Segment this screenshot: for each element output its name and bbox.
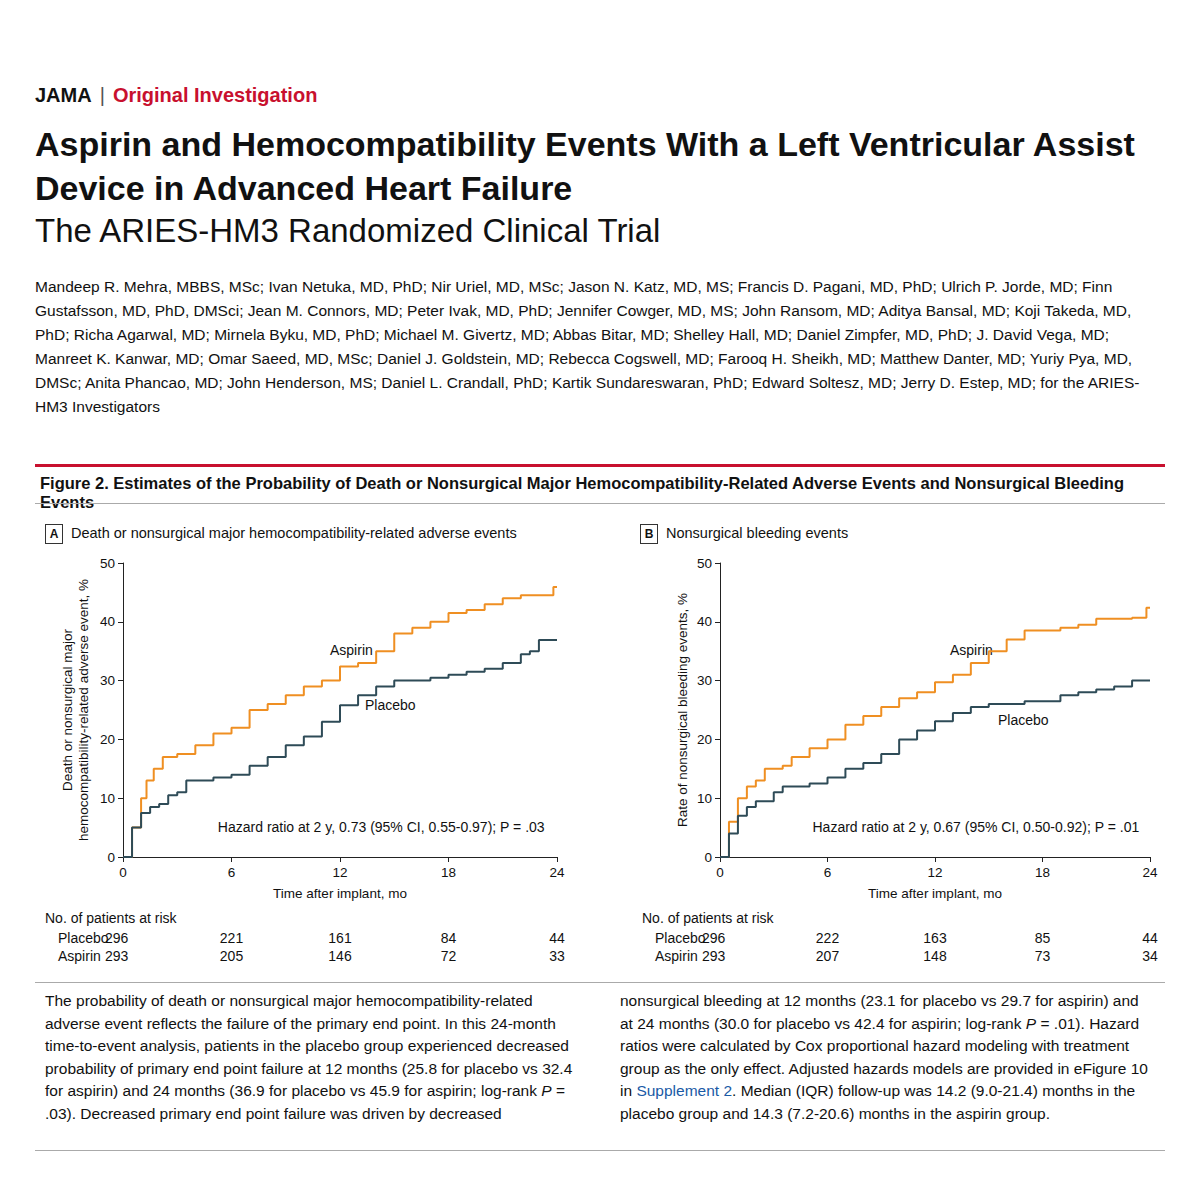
svg-text:50: 50 [100,556,115,571]
svg-text:33: 33 [549,948,565,964]
svg-text:85: 85 [1035,930,1051,946]
svg-text:146: 146 [328,948,352,964]
html-text:B: B [644,527,654,541]
svg-text:222: 222 [816,930,840,946]
svg-text:163: 163 [923,930,947,946]
html-text:Figure 2. Estimates of the Pro: Figure 2. Estimates of the Probability o… [40,474,1124,511]
svg-text:18: 18 [1035,865,1050,880]
svg-text:Death or nonsurgical major: Death or nonsurgical major [60,628,75,791]
svg-text:Hazard ratio at 2 y, 0.73 (95%: Hazard ratio at 2 y, 0.73 (95% CI, 0.55-… [218,819,545,835]
svg-text:20: 20 [697,732,712,747]
svg-text:0: 0 [119,865,127,880]
svg-text:6: 6 [228,865,236,880]
svg-text:No. of patients at risk: No. of patients at risk [642,910,775,926]
svg-text:Aspirin: Aspirin [58,948,101,964]
svg-text:18: 18 [441,865,456,880]
svg-text:Placebo: Placebo [655,930,706,946]
svg-text:Aspirin: Aspirin [655,948,698,964]
svg-text:Placebo: Placebo [365,697,416,713]
svg-text:Placebo: Placebo [58,930,109,946]
svg-text:50: 50 [697,556,712,571]
svg-text:Rate of nonsurgical bleeding e: Rate of nonsurgical bleeding events, % [675,593,690,827]
svg-text:148: 148 [923,948,947,964]
svg-text:73: 73 [1035,948,1051,964]
html-text:JAMA | Original Investigation: JAMA | Original Investigation [35,84,318,106]
svg-text:10: 10 [697,791,712,806]
svg-text:34: 34 [1142,948,1158,964]
svg-text:44: 44 [1142,930,1158,946]
svg-text:12: 12 [332,865,347,880]
svg-text:20: 20 [100,732,115,747]
svg-text:0: 0 [704,850,712,865]
html-text:Nonsurgical bleeding events: Nonsurgical bleeding events [666,525,849,541]
svg-text:0: 0 [107,850,115,865]
svg-text:Aspirin: Aspirin [330,642,373,658]
html-text:The probability of death or no: The probability of death or nonsurgical … [45,992,1148,1122]
svg-text:161: 161 [328,930,352,946]
svg-text:30: 30 [100,673,115,688]
svg-text:Time after implant, mo: Time after implant, mo [868,886,1002,901]
svg-text:0: 0 [716,865,724,880]
svg-text:30: 30 [697,673,712,688]
svg-text:293: 293 [702,948,726,964]
svg-text:24: 24 [1142,865,1158,880]
svg-text:40: 40 [697,614,712,629]
svg-text:40: 40 [100,614,115,629]
svg-text:205: 205 [220,948,244,964]
svg-text:Placebo: Placebo [998,712,1049,728]
svg-text:12: 12 [927,865,942,880]
svg-text:6: 6 [824,865,832,880]
svg-text:44: 44 [549,930,565,946]
svg-text:221: 221 [220,930,244,946]
svg-text:Hazard ratio at 2 y, 0.67 (95%: Hazard ratio at 2 y, 0.67 (95% CI, 0.50-… [812,819,1139,835]
svg-text:10: 10 [100,791,115,806]
svg-text:Aspirin: Aspirin [950,642,993,658]
svg-text:Time after implant, mo: Time after implant, mo [273,886,407,901]
svg-text:hemocompatibility-related adve: hemocompatibility-related adverse event,… [76,579,91,841]
svg-text:296: 296 [105,930,129,946]
svg-text:296: 296 [702,930,726,946]
html-text:Mandeep R. Mehra, MBBS, MSc; I: Mandeep R. Mehra, MBBS, MSc; Ivan Netuka… [35,278,1140,415]
html-text:The ARIES-HM3 Randomized Clini: The ARIES-HM3 Randomized Clinical Trial [35,212,661,249]
svg-text:293: 293 [105,948,129,964]
svg-text:24: 24 [549,865,565,880]
svg-text:207: 207 [816,948,840,964]
svg-text:No. of patients at risk: No. of patients at risk [45,910,178,926]
html-text:Aspirin and Hemocompatibility: Aspirin and Hemocompatibility Events Wit… [35,125,1135,207]
html-text:A: A [49,527,59,541]
svg-text:84: 84 [441,930,457,946]
svg-text:72: 72 [441,948,457,964]
html-text:Death or nonsurgical major hem: Death or nonsurgical major hemocompatibi… [71,525,517,541]
